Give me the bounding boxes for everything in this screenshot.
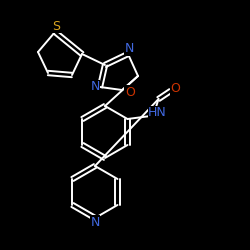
Text: S: S [52, 20, 60, 32]
Text: O: O [170, 82, 180, 96]
Text: N: N [124, 42, 134, 56]
Text: N: N [90, 80, 100, 94]
Text: HN: HN [148, 106, 167, 120]
Text: O: O [125, 86, 135, 98]
Text: N: N [90, 216, 100, 228]
